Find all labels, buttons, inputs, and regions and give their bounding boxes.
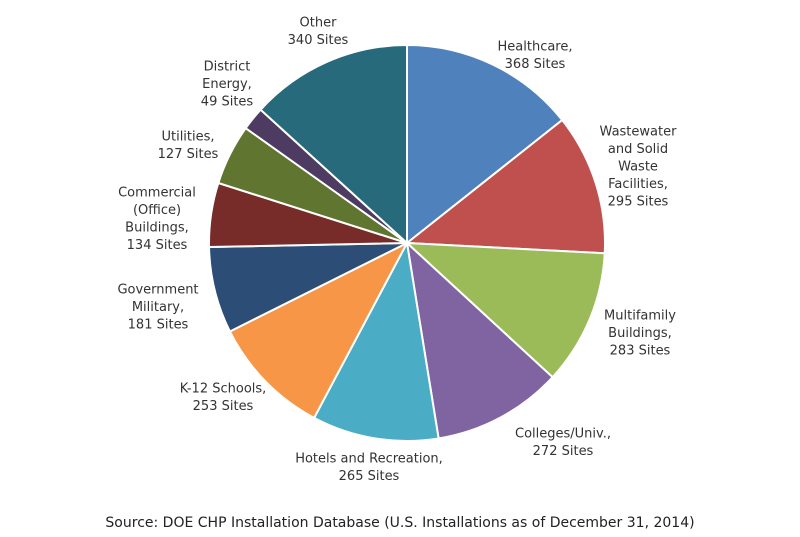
slice-label: and Solid <box>608 142 668 157</box>
pie-slice <box>404 118 606 255</box>
slice-label: Commercial <box>118 186 196 201</box>
slice-label: Utilities, <box>161 130 214 145</box>
pie-slice <box>406 43 564 246</box>
slice-label: Waste <box>618 160 658 175</box>
value-label: 253 Sites <box>193 399 254 414</box>
value-label: 295 Sites <box>608 195 669 210</box>
value-label: 49 Sites <box>201 95 254 110</box>
slice-label: Healthcare, <box>498 40 573 55</box>
value-label: 181 Sites <box>128 318 189 333</box>
pie-slice <box>404 241 606 379</box>
value-label: 272 Sites <box>533 444 594 459</box>
pie-slice <box>312 239 440 442</box>
slice-label: (Office) <box>133 203 181 218</box>
slice-label: Hotels and Recreation, <box>295 452 443 467</box>
value-label: 265 Sites <box>339 469 400 484</box>
slice-label: Buildings, <box>125 221 189 236</box>
slice-label: Multifamily <box>604 309 676 324</box>
slice-label: Other <box>300 16 338 31</box>
slice-label: K-12 Schools, <box>180 382 267 397</box>
value-label: 134 Sites <box>127 238 188 253</box>
value-label: 283 Sites <box>610 344 671 359</box>
value-label: 127 Sites <box>158 147 219 162</box>
value-label: 340 Sites <box>288 33 349 48</box>
slice-label: Energy, <box>202 77 252 92</box>
slice-label: Government <box>117 283 198 298</box>
slice-label: District <box>204 60 251 75</box>
pie-slice <box>228 240 410 420</box>
slice-label: Buildings, <box>608 326 672 341</box>
slice-label: Colleges/Univ., <box>515 427 611 442</box>
slice-label: Wastewater <box>600 125 678 140</box>
slice-label: Facilities, <box>608 177 668 192</box>
value-label: 368 Sites <box>505 57 566 72</box>
source-note: Source: DOE CHP Installation Database (U… <box>105 515 694 531</box>
pie-slice <box>259 43 408 246</box>
pie-slice <box>405 240 555 440</box>
slice-label: Military, <box>132 300 184 315</box>
